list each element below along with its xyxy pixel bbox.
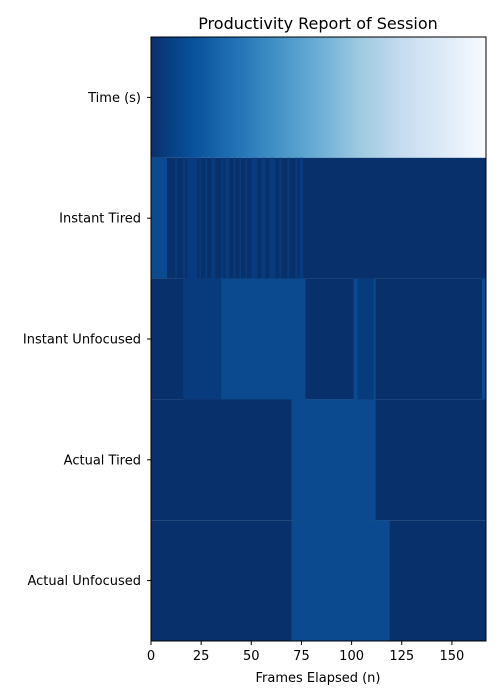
x-tick-label-25: 25 [193,649,210,664]
cell-instant-tired-base [151,157,486,279]
y-tick-label-actual-unfocused: Actual Unfocused [27,574,141,589]
cell-instant-tired-15 [279,157,282,279]
cell-instant-tired-2 [183,157,186,279]
x-axis-label: Frames Elapsed (n) [256,671,381,686]
cell-actual-tired-0 [291,399,376,521]
x-tick-label-0: 0 [147,649,155,664]
cell-instant-tired-17 [295,157,298,279]
x-tick-label-150: 150 [439,649,464,664]
cell-instant-unfocused-4 [373,278,376,400]
row-instant-tired [151,157,486,279]
cell-instant-unfocused-1 [221,278,306,400]
cell-instant-tired-10 [239,157,242,279]
plot-frame [150,36,487,642]
cell-instant-unfocused-2 [353,278,358,400]
x-axis: 0 25 50 75 100 125 150 [147,641,464,664]
cell-instant-tired-7 [221,157,224,279]
row-actual-unfocused [151,520,486,641]
cell-time-s-gradient [151,37,486,158]
cell-instant-tired-0 [151,157,168,279]
y-tick-labels: Time (s) Instant Tired Instant Unfocused Ac… [23,91,151,589]
x-tick-label-50: 50 [243,649,260,664]
y-tick-label-time-s: Time (s) [87,91,141,106]
x-tick-label-100: 100 [339,649,364,664]
x-tick-label-75: 75 [293,649,310,664]
row-time-s [151,37,486,158]
y-tick-label-instant-tired: Instant Tired [59,212,141,227]
cell-instant-tired-14 [269,157,276,279]
y-tick-label-actual-tired: Actual Tired [64,453,141,468]
cell-instant-tired-9 [233,157,236,279]
cell-instant-unfocused-5 [481,278,486,400]
cell-instant-tired-16 [287,157,290,279]
chart-title: Productivity Report of Session [198,14,438,33]
cell-actual-unfocused-0 [291,520,390,641]
heatmap-rows [151,37,486,641]
cell-instant-unfocused-0 [183,278,222,400]
cell-instant-tired-5 [205,157,208,279]
y-tick-label-instant-unfocused: Instant Unfocused [23,333,141,348]
cell-instant-tired-4 [199,157,202,279]
cell-instant-tired-3 [187,157,198,279]
cell-instant-unfocused-3 [357,278,374,400]
cell-instant-tired-13 [261,157,266,279]
cell-instant-tired-12 [251,157,258,279]
cell-instant-tired-11 [245,157,248,279]
cell-instant-tired-18 [299,157,304,279]
cell-instant-tired-6 [211,157,216,279]
row-actual-tired [151,399,486,521]
row-instant-unfocused [151,278,486,400]
x-tick-label-125: 125 [389,649,414,664]
cell-instant-tired-8 [225,157,230,279]
cell-instant-tired-1 [175,157,178,279]
